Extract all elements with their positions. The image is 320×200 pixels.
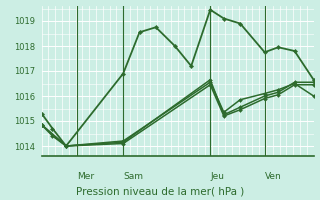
- Text: Jeu: Jeu: [210, 172, 224, 181]
- Text: Mer: Mer: [77, 172, 94, 181]
- Text: Sam: Sam: [123, 172, 143, 181]
- Text: Ven: Ven: [265, 172, 281, 181]
- Text: Pression niveau de la mer( hPa ): Pression niveau de la mer( hPa ): [76, 186, 244, 196]
